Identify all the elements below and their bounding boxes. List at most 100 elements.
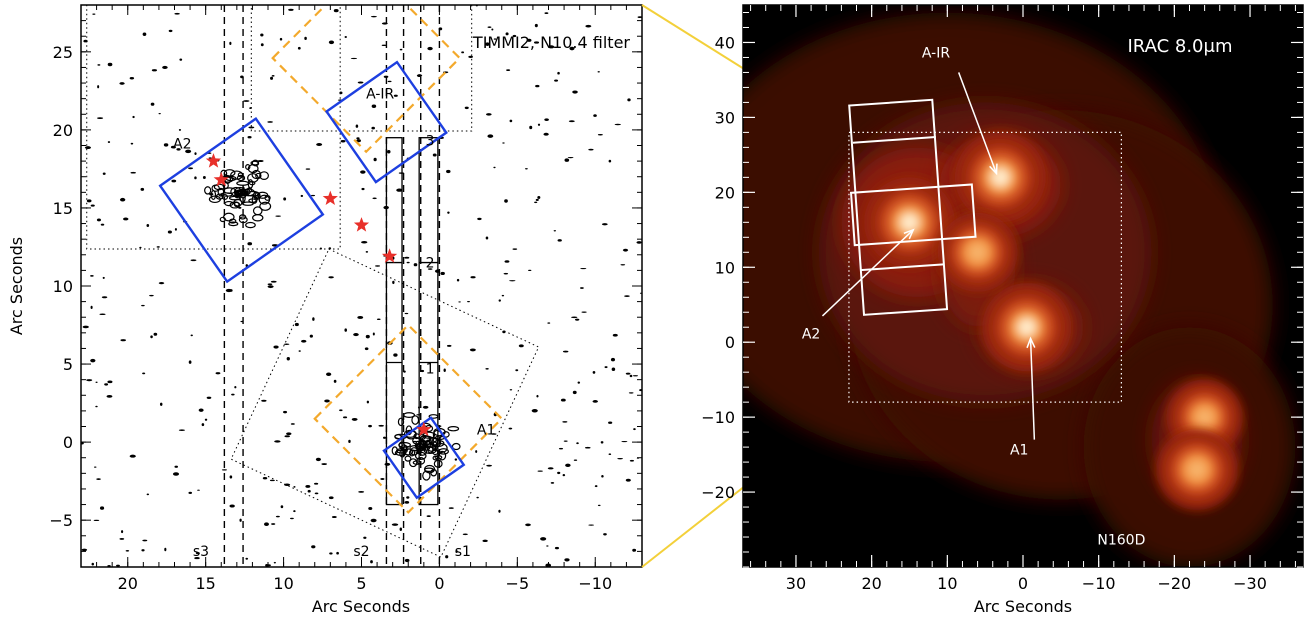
contour (409, 447, 419, 456)
noise-speck (284, 435, 290, 438)
right-x-tick-label: −30 (1233, 574, 1267, 593)
noise-speck (248, 126, 255, 129)
left-x-tick-label: 0 (434, 574, 444, 593)
noise-speck (427, 46, 433, 51)
noise-speck (101, 296, 108, 299)
noise-speck (273, 561, 276, 564)
noise-speck (333, 379, 337, 383)
right-x-axis-label: Arc Seconds (974, 597, 1072, 616)
noise-speck (360, 170, 366, 174)
contour (403, 412, 416, 418)
noise-speck (372, 197, 377, 200)
noise-speck (368, 506, 373, 511)
noise-speck (153, 332, 158, 336)
noise-speck (633, 428, 636, 431)
noise-speck (245, 557, 249, 560)
noise-speck (99, 313, 106, 316)
noise-speck (283, 197, 287, 201)
noise-speck (468, 55, 473, 58)
noise-speck (355, 124, 359, 128)
noise-speck (311, 545, 316, 549)
noise-speck (95, 381, 98, 383)
noise-speck (427, 268, 433, 270)
noise-speck (562, 350, 569, 353)
right-x-tick-label: 10 (937, 574, 957, 593)
noise-speck (575, 318, 580, 321)
noise-speck (273, 345, 279, 349)
noise-speck (279, 37, 283, 41)
noise-speck (443, 368, 446, 372)
noise-speck (262, 477, 268, 480)
noise-speck (119, 537, 125, 540)
left-annotation: 2 (426, 255, 435, 271)
right-panel: A-IR A2 A1 N160D 30 20 10 0 −10 −20 −30 −20 −10 0 10 2… (701, 4, 1304, 616)
noise-speck (231, 393, 235, 396)
noise-speck (597, 71, 600, 73)
heatmap-image (743, 12, 1296, 567)
noise-speck (249, 107, 252, 110)
noise-speck (84, 146, 91, 150)
noise-speck (509, 389, 513, 391)
noise-speck (336, 551, 339, 555)
noise-speck (621, 440, 628, 443)
noise-speck (120, 339, 127, 342)
noise-speck (387, 80, 392, 83)
noise-speck (261, 399, 267, 402)
noise-speck (290, 517, 294, 520)
left-annotation: A-IR (366, 87, 394, 103)
noise-speck (151, 69, 158, 72)
noise-speck (404, 501, 410, 504)
noise-speck (96, 218, 102, 222)
noise-speck (627, 98, 631, 102)
contour (434, 443, 448, 454)
left-y-tick-label: 5 (63, 355, 73, 374)
noise-speck (158, 113, 161, 115)
noise-speck (102, 276, 105, 279)
noise-speck (206, 396, 212, 399)
noise-speck (485, 236, 489, 240)
noise-speck (366, 400, 369, 404)
noise-speck (321, 463, 328, 466)
noise-speck (601, 223, 608, 226)
noise-speck (106, 394, 113, 398)
noise-speck (329, 552, 333, 555)
noise-speck (97, 85, 100, 89)
noise-speck (370, 15, 377, 18)
noise-speck (97, 117, 104, 120)
contour (422, 470, 431, 481)
noise-speck (257, 160, 264, 163)
contour (430, 437, 442, 448)
left-annotation: s1 (455, 544, 471, 560)
noise-speck (130, 171, 136, 174)
contour (397, 417, 405, 427)
right-x-tick-label: 20 (861, 574, 881, 593)
noise-speck (455, 550, 458, 554)
contour (219, 216, 226, 223)
noise-speck (614, 123, 621, 126)
noise-speck (348, 439, 351, 444)
left-plot-frame (80, 4, 643, 568)
noise-speck (130, 142, 134, 145)
noise-speck (83, 39, 88, 43)
star-marker (205, 153, 222, 168)
noise-speck (293, 486, 296, 488)
noise-speck (502, 330, 506, 334)
contour (234, 189, 247, 197)
noise-speck (486, 464, 492, 467)
left-y-tick-label: 20 (53, 121, 73, 140)
noise-speck (624, 295, 630, 297)
noise-speck (365, 250, 369, 253)
noise-speck (611, 367, 616, 372)
right-x-tick-label: −20 (1157, 574, 1191, 593)
left-y-tick-label: 10 (53, 277, 73, 296)
noise-speck (284, 483, 291, 486)
noise-speck (585, 446, 591, 449)
noise-speck (585, 24, 592, 28)
noise-speck (594, 485, 598, 488)
left-y-tick-label: 0 (63, 433, 73, 452)
noise-speck (167, 230, 172, 234)
noise-speck (142, 32, 147, 36)
contour (240, 188, 251, 196)
noise-speck (179, 58, 183, 61)
noise-speck (156, 246, 160, 248)
